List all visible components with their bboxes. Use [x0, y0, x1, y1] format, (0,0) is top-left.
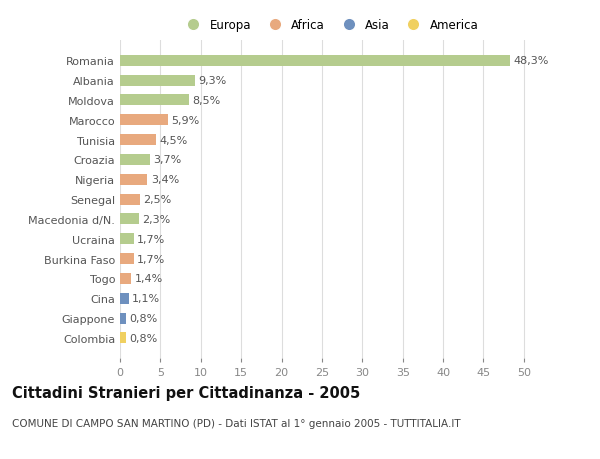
Text: 2,3%: 2,3%	[142, 214, 170, 224]
Bar	[120, 56, 510, 67]
Bar	[120, 95, 188, 106]
Legend: Europa, Africa, Asia, America: Europa, Africa, Asia, America	[178, 16, 482, 35]
Text: 8,5%: 8,5%	[192, 96, 220, 106]
Bar	[120, 313, 127, 324]
Text: 5,9%: 5,9%	[171, 116, 199, 125]
Bar	[120, 174, 148, 185]
Text: 3,7%: 3,7%	[153, 155, 181, 165]
Text: 1,4%: 1,4%	[134, 274, 163, 284]
Bar	[120, 194, 140, 205]
Text: 1,7%: 1,7%	[137, 234, 165, 244]
Text: Cittadini Stranieri per Cittadinanza - 2005: Cittadini Stranieri per Cittadinanza - 2…	[12, 386, 360, 401]
Text: 3,4%: 3,4%	[151, 175, 179, 185]
Text: 9,3%: 9,3%	[199, 76, 227, 86]
Bar	[120, 234, 134, 245]
Bar	[120, 75, 195, 86]
Bar	[120, 115, 167, 126]
Bar	[120, 333, 127, 344]
Bar	[120, 155, 150, 166]
Text: 0,8%: 0,8%	[130, 333, 158, 343]
Bar	[120, 253, 134, 264]
Text: 2,5%: 2,5%	[143, 195, 172, 205]
Text: 1,7%: 1,7%	[137, 254, 165, 264]
Bar	[120, 293, 129, 304]
Bar	[120, 135, 157, 146]
Text: 0,8%: 0,8%	[130, 313, 158, 324]
Bar	[120, 274, 131, 284]
Text: 48,3%: 48,3%	[514, 56, 549, 66]
Text: 1,1%: 1,1%	[132, 294, 160, 303]
Text: COMUNE DI CAMPO SAN MARTINO (PD) - Dati ISTAT al 1° gennaio 2005 - TUTTITALIA.IT: COMUNE DI CAMPO SAN MARTINO (PD) - Dati …	[12, 418, 461, 428]
Text: 4,5%: 4,5%	[160, 135, 188, 146]
Bar	[120, 214, 139, 225]
